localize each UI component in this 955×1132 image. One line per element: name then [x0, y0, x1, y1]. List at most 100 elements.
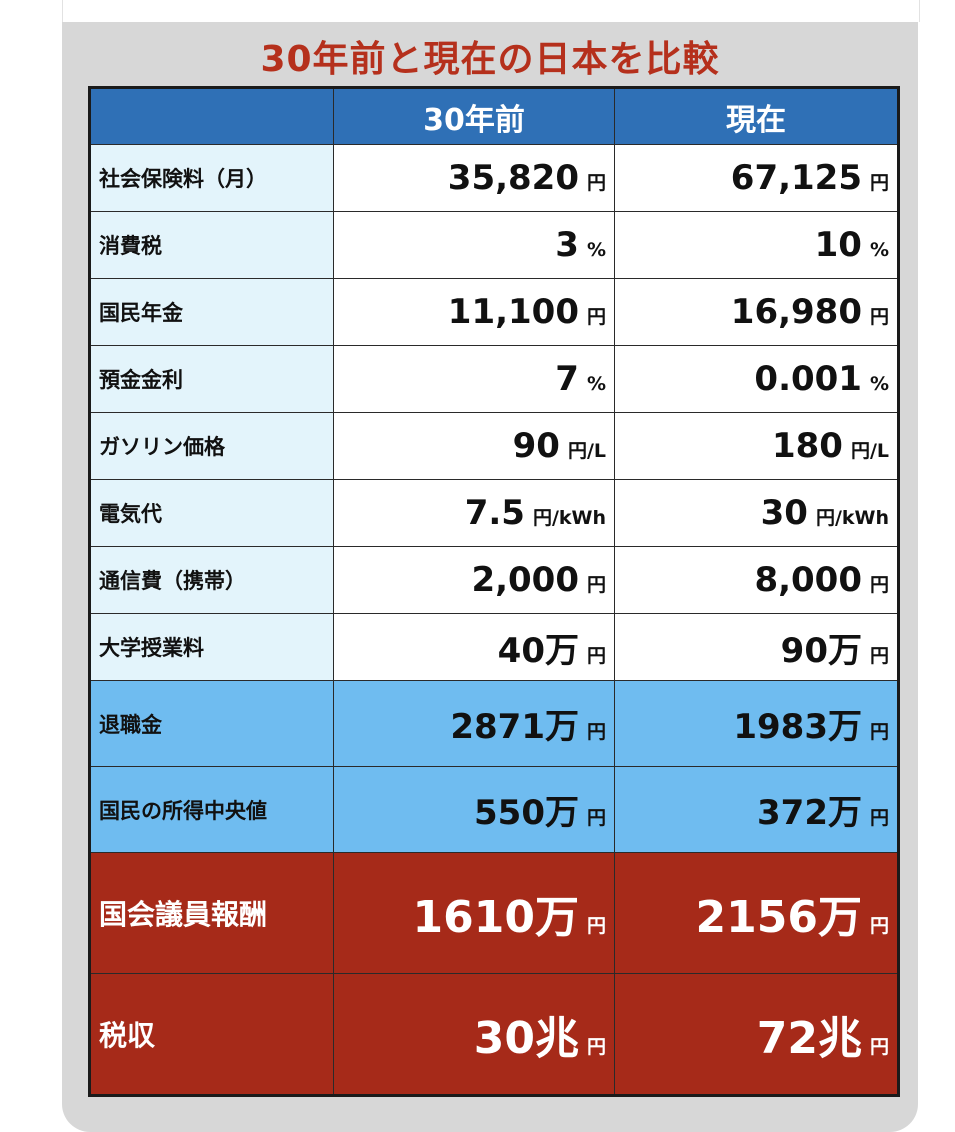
value-now: 372万円	[614, 766, 899, 853]
value-number: 2871万	[450, 707, 579, 747]
table-row: 退職金 2871万円 1983万円	[89, 680, 899, 767]
row-label: 通信費（携帯）	[89, 546, 334, 614]
value-unit: 円/L	[850, 440, 889, 462]
row-label: 税収	[89, 973, 334, 1096]
row-label: 預金金利	[89, 345, 334, 413]
table-row: 消費税 3% 10%	[89, 211, 899, 279]
value-past: 7%	[333, 345, 615, 413]
row-label: 国会議員報酬	[89, 852, 334, 974]
row-label: ガソリン価格	[89, 412, 334, 480]
table-row: 大学授業料 40万円 90万円	[89, 613, 899, 681]
value-number: 7	[555, 359, 579, 399]
value-now: 10%	[614, 211, 899, 279]
value-past: 1610万円	[333, 852, 615, 974]
table-row: ガソリン価格 90 円/L 180 円/L	[89, 412, 899, 480]
value-past: 40万円	[333, 613, 615, 681]
row-label: 退職金	[89, 680, 334, 767]
value-now: 2156万円	[614, 852, 899, 974]
value-past: 3%	[333, 211, 615, 279]
comparison-table: 30年前 現在 社会保険料（月） 35,820 円 67,125 円消費税 3% 10% 国民…	[88, 86, 900, 1097]
value-number: 72兆	[756, 1013, 862, 1064]
value-number: 67,125	[730, 158, 862, 198]
value-unit: 円/kWh	[815, 507, 889, 529]
table-row: 国民年金 11,100 円 16,980 円	[89, 278, 899, 346]
value-unit: 円/L	[567, 440, 606, 462]
value-number: 90	[512, 426, 560, 466]
value-number: 10	[814, 225, 862, 265]
table-row: 通信費（携帯） 2,000 円 8,000 円	[89, 546, 899, 614]
value-number: 40万	[497, 630, 579, 671]
value-unit: 円	[586, 644, 606, 667]
value-number: 30兆	[473, 1013, 579, 1064]
value-now: 0.001%	[614, 345, 899, 413]
value-unit: 円	[586, 306, 606, 328]
value-unit: %	[869, 239, 889, 261]
card-top	[62, 0, 920, 22]
value-number: 550万	[474, 793, 579, 833]
table-row: 国会議員報酬 1610万円 2156万円	[89, 852, 899, 974]
value-now: 72兆円	[614, 973, 899, 1096]
value-unit: 円	[869, 644, 889, 667]
value-unit: 円	[869, 172, 889, 194]
value-unit: 円	[586, 915, 606, 937]
value-number: 1610万	[412, 892, 579, 943]
header-now: 現在	[614, 87, 899, 145]
value-number: 3	[555, 225, 579, 265]
value-past: 2871万円	[333, 680, 615, 767]
row-label: 消費税	[89, 211, 334, 279]
value-number: 90万	[780, 630, 862, 671]
table-row: 電気代 7.5 円/kWh 30 円/kWh	[89, 479, 899, 547]
value-now: 1983万円	[614, 680, 899, 767]
value-now: 8,000 円	[614, 546, 899, 614]
table-row: 国民の所得中央値 550万円 372万円	[89, 766, 899, 853]
value-number: 8,000	[754, 560, 862, 600]
value-unit: 円	[586, 807, 606, 829]
value-unit: 円/kWh	[532, 507, 606, 529]
row-label: 社会保険料（月）	[89, 144, 334, 212]
value-number: 0.001	[754, 359, 862, 399]
value-past: 90 円/L	[333, 412, 615, 480]
value-unit: %	[586, 239, 606, 261]
value-unit: 円	[869, 306, 889, 328]
value-unit: %	[869, 373, 889, 395]
value-past: 35,820 円	[333, 144, 615, 212]
value-number: 30	[760, 493, 808, 533]
value-number: 2156万	[695, 892, 862, 943]
value-unit: %	[586, 373, 606, 395]
value-unit: 円	[869, 915, 889, 937]
row-label: 国民の所得中央値	[89, 766, 334, 853]
value-unit: 円	[586, 721, 606, 743]
value-unit: 円	[586, 574, 606, 596]
table-row: 税収 30兆円 72兆円	[89, 973, 899, 1096]
value-unit: 円	[586, 1036, 606, 1058]
value-number: 35,820	[447, 158, 579, 198]
value-unit: 円	[869, 574, 889, 596]
value-number: 180	[771, 426, 843, 466]
value-unit: 円	[869, 1036, 889, 1058]
value-past: 30兆円	[333, 973, 615, 1096]
page-title: 30年前と現在の日本を比較	[260, 39, 720, 80]
value-now: 67,125 円	[614, 144, 899, 212]
value-number: 1983万	[733, 707, 862, 747]
table-row: 預金金利 7% 0.001%	[89, 345, 899, 413]
row-label: 大学授業料	[89, 613, 334, 681]
value-past: 2,000 円	[333, 546, 615, 614]
value-number: 16,980	[730, 292, 862, 332]
value-number: 372万	[757, 793, 862, 833]
table-row: 社会保険料（月） 35,820 円 67,125 円	[89, 144, 899, 212]
value-unit: 円	[869, 721, 889, 743]
value-number: 11,100	[447, 292, 579, 332]
value-past: 11,100 円	[333, 278, 615, 346]
header-past: 30年前	[333, 87, 615, 145]
value-now: 90万円	[614, 613, 899, 681]
value-number: 7.5	[464, 493, 525, 533]
value-unit: 円	[586, 172, 606, 194]
row-label: 国民年金	[89, 278, 334, 346]
header-row: 30年前 現在	[89, 87, 899, 145]
value-past: 7.5 円/kWh	[333, 479, 615, 547]
value-now: 30 円/kWh	[614, 479, 899, 547]
value-number: 2,000	[471, 560, 579, 600]
header-empty	[89, 87, 334, 145]
row-label: 電気代	[89, 479, 334, 547]
value-unit: 円	[869, 807, 889, 829]
